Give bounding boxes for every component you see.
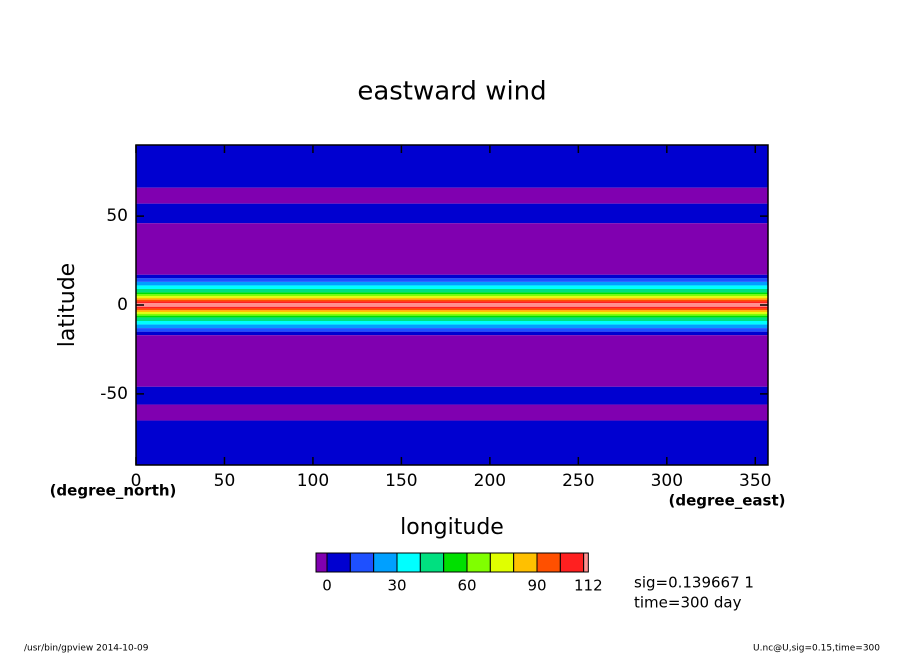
contour-band (136, 274, 768, 279)
contour-band (136, 299, 768, 302)
contour-band (136, 292, 768, 295)
colorbar-box (419, 552, 445, 573)
footer: U.nc@U,sig=0.15,time=300 (753, 644, 880, 654)
contour-band (136, 321, 768, 325)
contour-band (136, 285, 768, 289)
colorbar-box (513, 552, 538, 573)
contour-band (136, 296, 768, 298)
colorbar-box (536, 552, 561, 573)
contour-band (136, 303, 768, 307)
contour-band (136, 278, 768, 282)
contour-band (136, 306, 768, 309)
contour-band (136, 203, 768, 224)
contour-band (136, 294, 768, 297)
contour-band (136, 297, 768, 300)
y-tick-label: -50 (100, 384, 128, 404)
x-unit: (degree_east) (669, 492, 786, 510)
x-tick-label: 300 (651, 471, 683, 491)
colorbar-tick-label: 0 (322, 577, 332, 595)
contour-band (136, 281, 768, 286)
contour-band (136, 324, 768, 329)
footer: /usr/bin/gpview 2014-10-09 (24, 644, 149, 654)
colorbar-tick-label: 30 (387, 577, 406, 595)
contour-band (136, 328, 768, 332)
contour-band (136, 289, 768, 293)
colorbar-box (466, 552, 491, 573)
x-tick-label: 50 (214, 471, 236, 491)
contour-band (136, 313, 768, 316)
colorbar-box (315, 552, 328, 573)
contour-band (136, 187, 768, 204)
contour-band (136, 301, 768, 304)
y-tick-label: 50 (106, 206, 128, 226)
note: time=300 day (634, 594, 742, 612)
contour-band (136, 335, 768, 387)
x-tick-label: 350 (739, 471, 771, 491)
x-tick-label: 200 (474, 471, 506, 491)
contour-band (136, 145, 768, 188)
contour-band (136, 223, 768, 275)
y-tick-label: 0 (117, 295, 128, 315)
y-unit: (degree_north) (50, 482, 177, 500)
contour-band (136, 331, 768, 336)
colorbar-box (396, 552, 421, 573)
colorbar-box (326, 552, 351, 573)
colorbar-box (559, 552, 585, 573)
chart-title: eastward wind (357, 77, 546, 107)
y-axis-label: latitude (55, 263, 80, 347)
x-tick-label: 100 (297, 471, 329, 491)
contour-band (136, 308, 768, 311)
x-tick-label: 150 (385, 471, 417, 491)
colorbar-box (349, 552, 375, 573)
contour-band (136, 386, 768, 405)
contour-band (136, 420, 768, 465)
note: sig=0.139667 1 (634, 574, 754, 592)
contour-band (136, 312, 768, 314)
colorbar-box (373, 552, 398, 573)
x-tick-label: 0 (131, 471, 142, 491)
colorbar-tick-label: 90 (527, 577, 546, 595)
contour-band (136, 315, 768, 318)
contour-band (136, 404, 768, 421)
colorbar-box (489, 552, 515, 573)
colorbar-box (443, 552, 468, 573)
x-tick-label: 250 (562, 471, 594, 491)
x-axis-label: longitude (400, 515, 504, 540)
contour-band (136, 310, 768, 313)
colorbar-tick-label: 112 (574, 577, 603, 595)
colorbar-tick-label: 60 (457, 577, 476, 595)
colorbar-box (583, 552, 589, 573)
contour-band (136, 317, 768, 321)
